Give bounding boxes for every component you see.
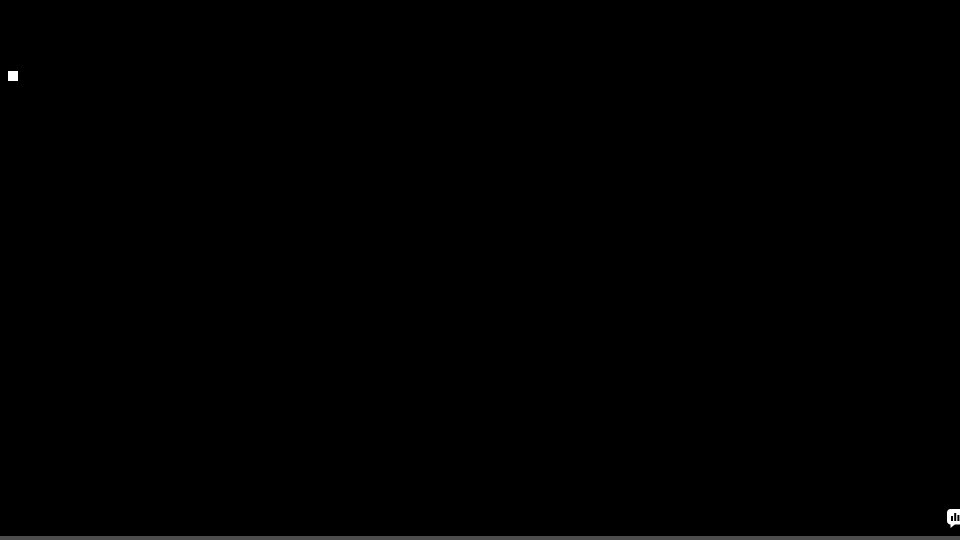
bottom-edge-strip: [0, 536, 960, 540]
legend-stockpiles: [8, 71, 24, 81]
bloomberg-media-icon: [947, 509, 960, 528]
stockpiles-legend-swatch-icon: [8, 71, 18, 81]
